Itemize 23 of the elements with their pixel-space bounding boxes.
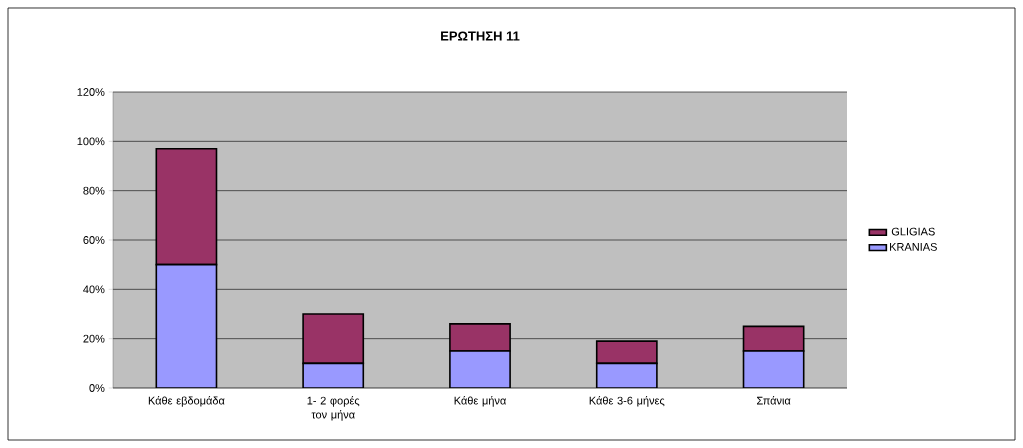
bar — [595, 340, 658, 365]
x-tick-label: Σπάνια — [757, 396, 791, 405]
legend-label: GLIGIAS — [891, 227, 935, 236]
y-tick-label: 60% — [83, 236, 105, 244]
bar — [595, 362, 658, 388]
x-tick-label: Κάθε 3-6 μήνες — [589, 396, 665, 407]
y-tick-label: 80% — [83, 186, 105, 195]
bar — [302, 313, 365, 365]
bar — [155, 263, 218, 388]
chart-title: ΕΡΩΤΗΣΗ 11 — [441, 31, 520, 41]
bar — [449, 350, 511, 388]
y-tick-label: 100% — [77, 137, 105, 146]
y-tick-label: 40% — [83, 285, 105, 294]
x-tick-label: Κάθε μήνα — [454, 396, 506, 407]
y-tick-label: 20% — [83, 334, 105, 343]
y-tick-label: 120% — [77, 88, 105, 96]
bar — [449, 323, 511, 352]
y-tick-label: 0% — [89, 384, 105, 392]
x-tick-label: Κάθε εβδομάδα — [148, 396, 225, 407]
bar — [302, 362, 365, 388]
legend-label: KRANIAS — [890, 242, 937, 251]
x-tick-label: 1- 2 φορές τον μήνα — [307, 396, 360, 421]
bar — [742, 350, 805, 388]
